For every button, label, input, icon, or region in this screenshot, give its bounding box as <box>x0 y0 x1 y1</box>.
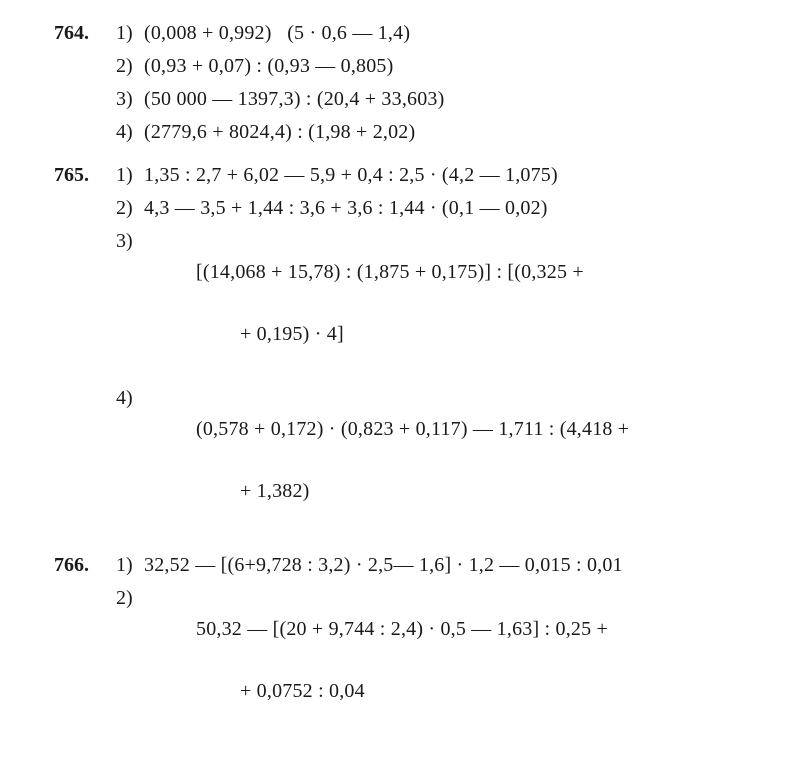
problem-number: 766. <box>54 550 116 581</box>
problem-764: 764. 1) (0,008 + 0,992) (5 · 0,6 — 1,4) … <box>54 18 779 150</box>
problem-766: 766. 1) 32,52 — [(6+9,728 : 3,2) · 2,5— … <box>54 550 779 740</box>
problem-765: 765. 1) 1,35 : 2,7 + 6,02 — 5,9 + 0,4 : … <box>54 160 779 540</box>
expression-text: (0,008 + 0,992) (5 · 0,6 — 1,4) <box>144 18 779 49</box>
expression-text: 32,52 — [(6+9,728 : 3,2) · 2,5— 1,6] · 1… <box>144 550 779 581</box>
exercise-page: 764. 1) (0,008 + 0,992) (5 · 0,6 — 1,4) … <box>0 0 803 768</box>
expression-text: (0,578 + 0,172) · (0,823 + 0,117) — 1,71… <box>144 383 779 538</box>
problem-item: 1) 1,35 : 2,7 + 6,02 — 5,9 + 0,4 : 2,5 ·… <box>116 160 779 191</box>
item-number: 2) <box>116 583 144 614</box>
expression-line-continuation: + 0,0752 : 0,04 <box>196 680 365 702</box>
problem-item: 3) [(14,068 + 15,78) : (1,875 + 0,175)] … <box>116 226 779 381</box>
problem-item: 2) (0,93 + 0,07) : (0,93 — 0,805) <box>116 51 779 82</box>
problem-item: 1) (0,008 + 0,992) (5 · 0,6 — 1,4) <box>116 18 779 49</box>
item-number: 1) <box>116 550 144 581</box>
problem-item: 4) (0,578 + 0,172) · (0,823 + 0,117) — 1… <box>116 383 779 538</box>
problem-item: 2) 50,32 — [(20 + 9,744 : 2,4) · 0,5 — 1… <box>116 583 779 738</box>
item-number: 3) <box>116 226 144 257</box>
problem-item: 1) 32,52 — [(6+9,728 : 3,2) · 2,5— 1,6] … <box>116 550 779 581</box>
item-number: 2) <box>116 193 144 224</box>
expression-text: 4,3 — 3,5 + 1,44 : 3,6 + 3,6 : 1,44 · (0… <box>144 193 779 224</box>
expression-text: [(14,068 + 15,78) : (1,875 + 0,175)] : [… <box>144 226 779 381</box>
expression-line-continuation: + 0,195) · 4] <box>196 323 344 345</box>
item-number: 1) <box>116 18 144 49</box>
expression-line: 50,32 — [(20 + 9,744 : 2,4) · 0,5 — 1,63… <box>196 618 608 640</box>
problem-number: 765. <box>54 160 116 191</box>
expression-line: (0,578 + 0,172) · (0,823 + 0,117) — 1,71… <box>196 418 629 440</box>
expression-text: (50 000 — 1397,3) : (20,4 + 33,603) <box>144 84 779 115</box>
item-number: 4) <box>116 383 144 414</box>
problem-items: 1) 32,52 — [(6+9,728 : 3,2) · 2,5— 1,6] … <box>116 550 779 740</box>
item-number: 1) <box>116 160 144 191</box>
problem-number: 764. <box>54 18 116 49</box>
expression-text: 1,35 : 2,7 + 6,02 — 5,9 + 0,4 : 2,5 · (4… <box>144 160 779 191</box>
expression-text: (2779,6 + 8024,4) : (1,98 + 2,02) <box>144 117 779 148</box>
item-number: 2) <box>116 51 144 82</box>
problem-item: 4) (2779,6 + 8024,4) : (1,98 + 2,02) <box>116 117 779 148</box>
problem-items: 1) (0,008 + 0,992) (5 · 0,6 — 1,4) 2) (0… <box>116 18 779 150</box>
expression-line-continuation: + 1,382) <box>196 480 310 502</box>
item-number: 3) <box>116 84 144 115</box>
expression-text: (0,93 + 0,07) : (0,93 — 0,805) <box>144 51 779 82</box>
problem-items: 1) 1,35 : 2,7 + 6,02 — 5,9 + 0,4 : 2,5 ·… <box>116 160 779 540</box>
expression-line: [(14,068 + 15,78) : (1,875 + 0,175)] : [… <box>196 261 584 283</box>
item-number: 4) <box>116 117 144 148</box>
problem-item: 2) 4,3 — 3,5 + 1,44 : 3,6 + 3,6 : 1,44 ·… <box>116 193 779 224</box>
problem-item: 3) (50 000 — 1397,3) : (20,4 + 33,603) <box>116 84 779 115</box>
expression-text: 50,32 — [(20 + 9,744 : 2,4) · 0,5 — 1,63… <box>144 583 779 738</box>
